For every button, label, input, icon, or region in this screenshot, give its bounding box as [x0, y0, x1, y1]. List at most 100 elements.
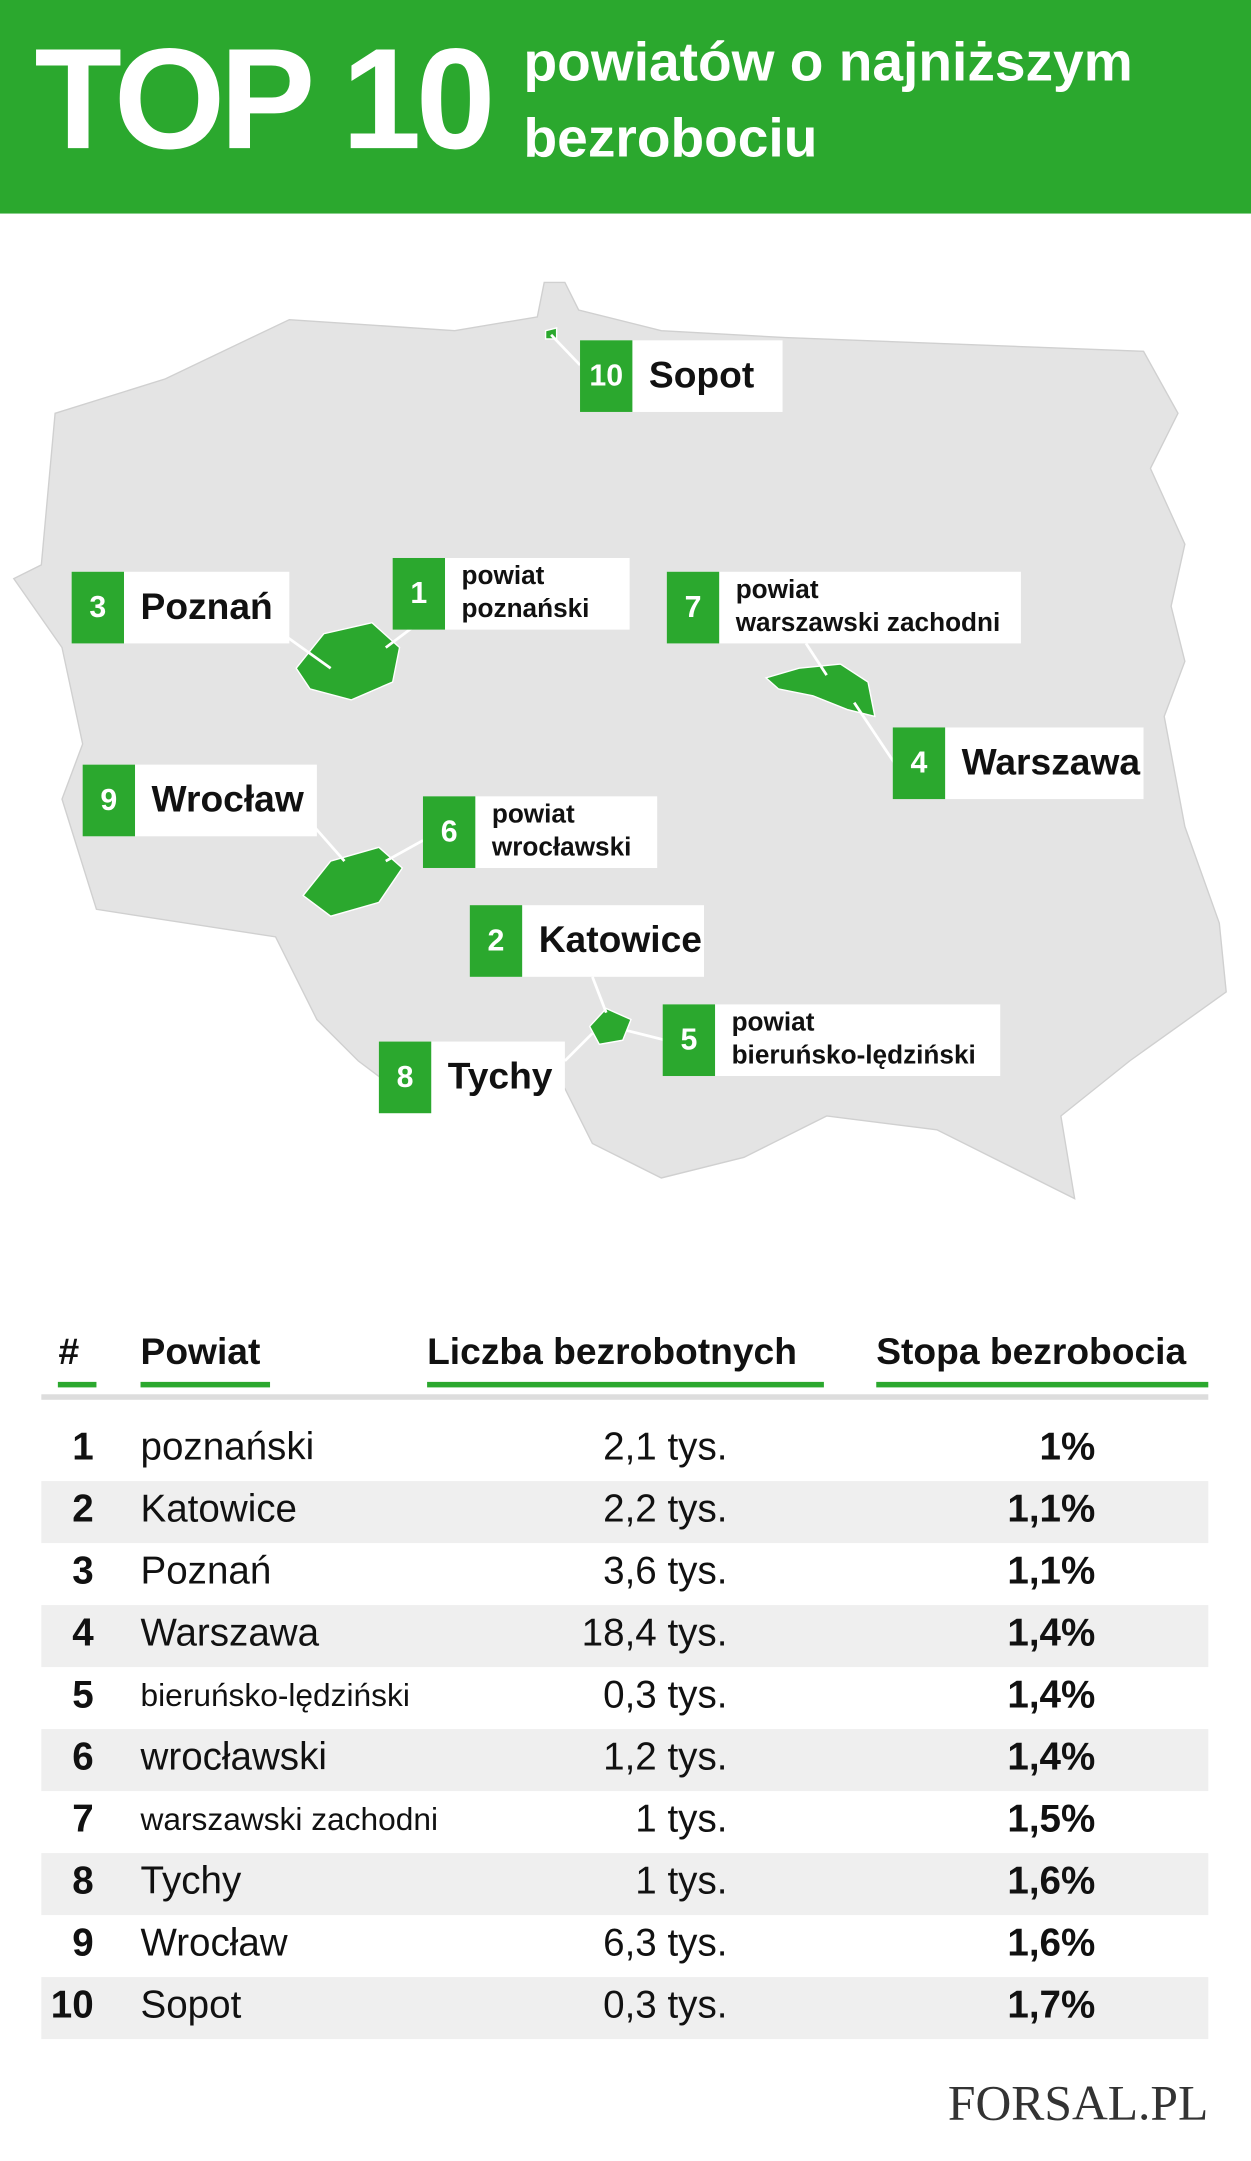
table-cell: wrocławski — [140, 1736, 327, 1779]
header-subtitle: bezrobociu — [524, 106, 818, 168]
label-name: Sopot — [649, 353, 754, 395]
table-cell: 2 — [72, 1488, 93, 1531]
table-cell: Poznań — [141, 1550, 272, 1593]
region — [295, 621, 401, 701]
table-cell: 0,3 tys. — [603, 1674, 727, 1717]
table-cell: 1,7% — [1007, 1984, 1095, 2027]
table-cell: 6,3 tys. — [603, 1922, 727, 1965]
label-name: Tychy — [448, 1055, 553, 1097]
table-cell: warszawski zachodni — [140, 1801, 438, 1837]
label-name: Warszawa — [962, 740, 1141, 782]
header-top: TOP — [34, 19, 310, 179]
connector — [281, 632, 332, 670]
header-underline — [140, 1381, 271, 1388]
table-cell: 1,4% — [1007, 1736, 1095, 1779]
label-name: poznański — [462, 593, 590, 623]
row-shade — [41, 1977, 1209, 2040]
table-cell: 1% — [1040, 1426, 1096, 1469]
column-header: Powiat — [141, 1330, 261, 1372]
table-cell: 7 — [72, 1798, 93, 1841]
connector — [385, 839, 424, 863]
label-num: 5 — [680, 1024, 697, 1057]
connector — [804, 642, 828, 676]
label-name: powiat — [732, 1007, 815, 1037]
table-cell: Katowice — [141, 1488, 297, 1531]
table-cell: 1,6% — [1007, 1860, 1095, 1903]
table-cell: bieruńsko-lędziński — [141, 1677, 410, 1713]
table-cell: Tychy — [141, 1860, 242, 1903]
header-underline — [427, 1381, 824, 1388]
table-cell: 1 tys. — [635, 1860, 727, 1903]
table-cell: 18,4 tys. — [582, 1612, 728, 1655]
header-ten: 10 — [342, 19, 490, 179]
label-num-box — [469, 905, 523, 977]
header-band — [0, 0, 1251, 214]
row-shade — [41, 1729, 1209, 1792]
table-cell: 1,2 tys. — [603, 1736, 727, 1779]
header-subtitle: powiatów o najniższym — [524, 31, 1133, 93]
connector — [626, 1029, 666, 1042]
table-cell: 0,3 tys. — [603, 1984, 727, 2027]
table-cell: 1,6% — [1007, 1922, 1095, 1965]
label-name: powiat — [492, 799, 575, 829]
table-cell: 1 — [72, 1426, 93, 1469]
label-name: Katowice — [539, 918, 702, 960]
label-num-box — [666, 571, 720, 644]
table-cell: Warszawa — [141, 1612, 320, 1655]
table-cell: Sopot — [141, 1984, 242, 2027]
row-shade — [41, 1853, 1209, 1916]
table: # Powiat Liczba bezrobotnych Stopa bezroboc… — [41, 1330, 1209, 2040]
table-cell: Wrocław — [141, 1922, 288, 1965]
logo: FORSAL.PL — [948, 2075, 1208, 2130]
label-box — [662, 1004, 1001, 1077]
label-name: warszawski zachodni — [735, 607, 1001, 637]
table-cell: 8 — [72, 1860, 93, 1903]
table-cell: 1,5% — [1007, 1798, 1095, 1841]
connector — [313, 825, 346, 863]
label-num-box — [422, 796, 476, 868]
table-cell: 1,1% — [1007, 1550, 1095, 1593]
map-outline — [12, 281, 1227, 1200]
label-name: Poznań — [141, 585, 273, 627]
label-num: 7 — [685, 591, 702, 624]
map-regions — [295, 327, 876, 1046]
label-num-box — [580, 340, 633, 412]
table-cell: 1,1% — [1007, 1488, 1095, 1531]
label-name: Wrocław — [152, 778, 304, 820]
table-cell: 10 — [51, 1984, 94, 2027]
table-cell: 1,4% — [1007, 1612, 1095, 1655]
table-cell: 1,4% — [1007, 1674, 1095, 1717]
connector — [591, 976, 608, 1014]
column-header: # — [59, 1330, 80, 1372]
table-cell: poznański — [141, 1426, 315, 1469]
label-num-box — [82, 764, 136, 837]
header-rule — [41, 1394, 1209, 1400]
column-header: Liczba bezrobotnych — [427, 1330, 797, 1372]
label-num-box — [71, 571, 124, 644]
region — [302, 846, 404, 917]
table-cell: 5 — [72, 1674, 93, 1717]
table-cell: 9 — [72, 1922, 93, 1965]
row-shade — [41, 1481, 1209, 1544]
label-num: 1 — [410, 577, 427, 610]
header-underline — [57, 1381, 97, 1388]
label-name: powiat — [736, 574, 819, 604]
header-underline — [876, 1381, 1209, 1388]
label-num-box — [392, 557, 446, 630]
table-cell: 3 — [72, 1550, 93, 1593]
connector — [384, 625, 415, 649]
connector — [563, 1032, 594, 1062]
label-num-box — [378, 1041, 432, 1114]
table-cell: 3,6 tys. — [603, 1550, 727, 1593]
label-num: 8 — [397, 1061, 414, 1094]
connector — [853, 701, 897, 766]
label-num: 2 — [488, 924, 505, 957]
label-num: 6 — [441, 816, 458, 849]
label-num: 3 — [89, 591, 106, 624]
label-num: 4 — [911, 747, 928, 780]
label-box — [666, 571, 1021, 644]
label-num: 10 — [589, 360, 623, 393]
label-num: 9 — [100, 784, 117, 817]
